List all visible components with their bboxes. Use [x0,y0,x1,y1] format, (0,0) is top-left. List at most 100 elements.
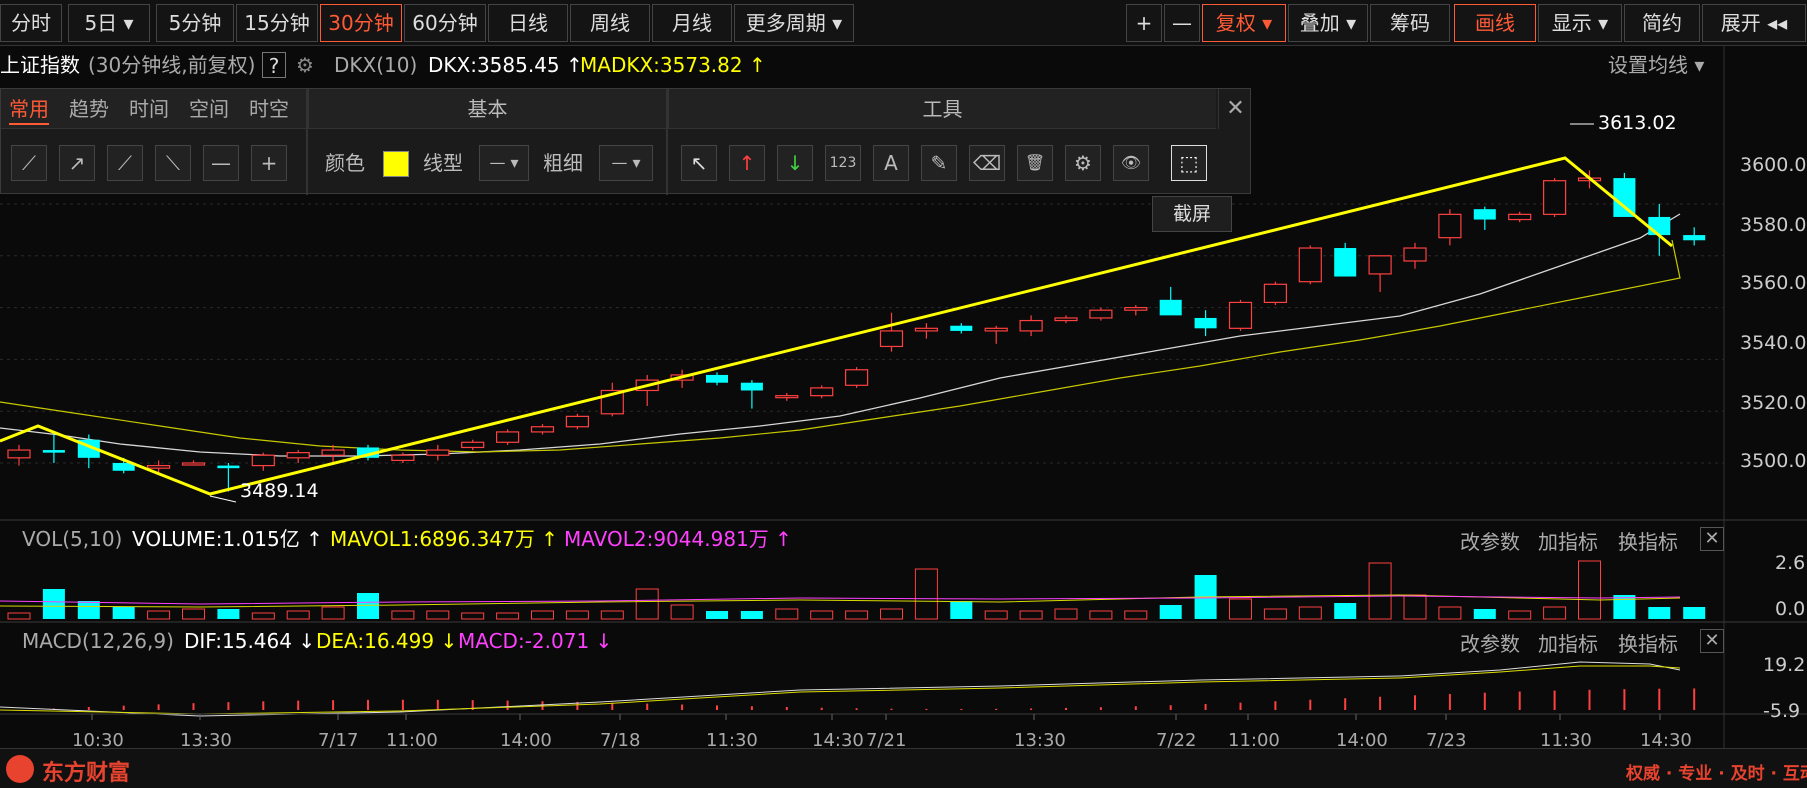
zoom-out-button[interactable]: — [1164,4,1200,42]
volume-bar [635,588,659,620]
volume-bar [1334,603,1357,619]
candle [810,387,834,397]
tab-common[interactable]: 常用 [9,95,49,125]
trash-icon[interactable]: 🗑 [1017,145,1053,181]
tab-time[interactable]: 时间 [129,97,169,121]
draw-line-button[interactable]: 画线 [1454,4,1536,42]
volume-bar [1648,607,1671,619]
volume-bar [600,610,624,620]
volume-bar [880,608,903,620]
volume-bar [565,610,589,620]
candle [914,327,939,332]
number-label-icon[interactable]: 123 [825,145,861,181]
chips-button[interactable]: 筹码 [1370,4,1450,42]
tab-spacetime[interactable]: 时空 [249,97,289,121]
volume-bar [147,610,171,620]
candle [1159,299,1182,316]
time-label: 14:30 [1640,730,1692,748]
vol-switch-indicator-button[interactable]: 换指标 [1618,530,1678,554]
thickness-dropdown[interactable]: — ▾ [599,145,653,181]
set-ma-dropdown[interactable]: 设置均线 ▾ [1608,53,1705,77]
tab-space[interactable]: 空间 [189,97,229,121]
period-60min-button[interactable]: 60分钟 [404,4,486,42]
vol-close-icon[interactable]: ✕ [1700,527,1724,551]
display-dropdown[interactable]: 显示 ▾ [1538,4,1622,42]
macd-switch-indicator-button[interactable]: 换指标 [1618,632,1678,656]
crosshair-icon[interactable]: + [251,145,287,181]
macd-axis-label: 19.2 [1763,654,1806,676]
help-button[interactable]: ? [262,52,286,78]
ruler-icon[interactable]: ✎ [921,145,957,181]
macd-add-indicator-button[interactable]: 加指标 [1538,632,1598,656]
zoom-in-button[interactable]: + [1126,4,1162,42]
more-periods-dropdown[interactable]: 更多周期 ▾ [734,4,854,42]
straight-line-icon[interactable]: ⟋ [107,145,143,181]
brand-logo-icon [6,755,34,783]
macd-edit-params-button[interactable]: 改参数 [1460,632,1520,656]
linetype-label: 线型 [423,151,463,175]
text-icon[interactable]: A [873,145,909,181]
period-minute-button[interactable]: 分时 [0,4,62,42]
indicator-name[interactable]: DKX(10) [334,53,418,77]
macd-value: MACD:-2.071 ↓ [458,629,613,653]
time-label: 14:00 [500,730,552,748]
overlay-dropdown[interactable]: 叠加 ▾ [1288,4,1368,42]
pointer-icon[interactable]: ↖ [681,145,717,181]
draw-tabs [1,89,306,129]
volume-bar [950,601,973,619]
segment-line-icon[interactable]: ⟋ [11,145,47,181]
vol-edit-params-button[interactable]: 改参数 [1460,530,1520,554]
period-15min-button[interactable]: 15分钟 [236,4,318,42]
adjust-dropdown[interactable]: 复权 ▾ [1202,4,1286,42]
horizontal-line-icon[interactable]: — [203,145,239,181]
mavol2-value: MAVOL2:9044.981万 ↑ [564,527,792,551]
up-arrow-icon[interactable]: ↑ [729,145,765,181]
candle [217,465,240,469]
time-label: 13:30 [1014,730,1066,748]
volume-bar [1438,606,1462,620]
down-arrow-icon[interactable]: ↓ [777,145,813,181]
candle [286,452,310,459]
macd-axis-label: -5.9 [1763,700,1801,722]
volume-bar [182,608,205,620]
candle [1228,301,1253,329]
period-day-button[interactable]: 日线 [488,4,568,42]
period-30min-button[interactable]: 30分钟 [320,4,402,42]
candle [1194,317,1217,329]
period-5min-button[interactable]: 5分钟 [156,4,234,42]
volume-bar [1473,609,1496,619]
kline-chart[interactable]: 10:30 13:30 7/17 11:00 14:00 7/18 11:30 14:30 7/… [0,46,1807,748]
drawing-toolbar: 常用 趋势 时间 空间 时空 基本 工具 ✕ ⟋ ↗ ⟋ ⟍ — + 颜色 线型… [0,88,1252,195]
gear-icon[interactable]: ⚙ [1065,145,1101,181]
settings-gear-icon[interactable]: ⚙ [296,53,314,77]
eraser-icon[interactable]: ⌫ [969,145,1005,181]
macd-histogram [52,688,1696,710]
volume-bar [1298,606,1322,620]
eye-icon[interactable]: 👁 [1113,145,1149,181]
simple-mode-button[interactable]: 简约 [1624,4,1700,42]
volume-bar [112,607,135,619]
expand-button[interactable]: 展开 ◂◂ [1702,4,1806,42]
vol-indicator-name[interactable]: VOL(5,10) [22,527,123,551]
ray-line-icon[interactable]: ↗ [59,145,95,181]
period-5day-button[interactable]: 5日 ▾ [68,4,150,42]
low-price-label: 3489.14 [240,480,319,502]
mavol1-value: MAVOL1:6896.347万 ↑ [330,527,558,551]
period-month-button[interactable]: 月线 [652,4,732,42]
macd-indicator-name[interactable]: MACD(12,26,9) [22,629,174,653]
vol-add-indicator-button[interactable]: 加指标 [1538,530,1598,554]
diagonal-line-icon[interactable]: ⟍ [155,145,191,181]
macd-close-icon[interactable]: ✕ [1700,629,1724,653]
candle [426,449,450,456]
candle [706,374,728,383]
section-basic-title: 基本 [308,89,666,129]
close-icon[interactable]: ✕ [1218,89,1252,129]
linetype-dropdown[interactable]: — ▾ [479,145,529,181]
period-week-button[interactable]: 周线 [570,4,650,42]
price-label: 3580.00 [1740,214,1807,236]
screenshot-icon[interactable]: ⬚ [1171,145,1207,181]
color-swatch[interactable] [383,151,409,177]
tab-trend[interactable]: 趋势 [69,97,109,121]
candlestick-series [7,170,1706,492]
brand-slogan: 权威 · 专业 · 及时 · 互动 [1626,764,1807,784]
